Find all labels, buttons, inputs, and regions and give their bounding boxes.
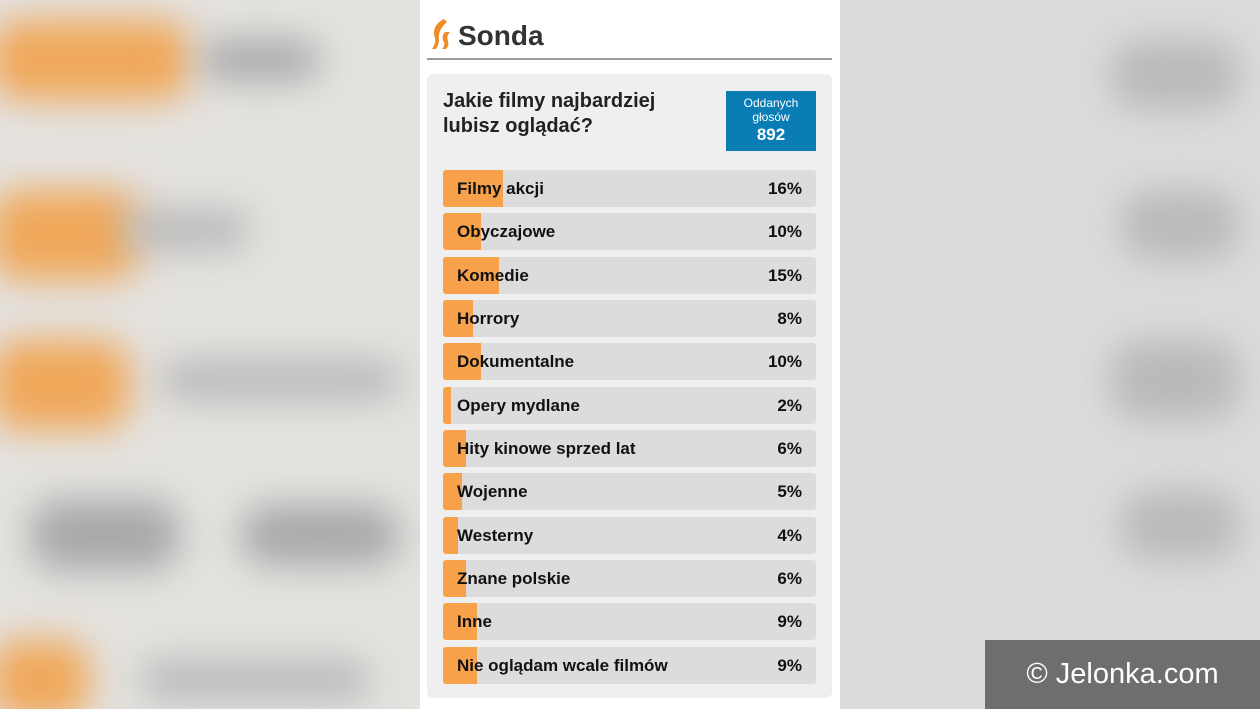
option-label: Hity kinowe sprzed lat	[457, 439, 636, 458]
option-fill-bar	[443, 647, 477, 684]
option-percent: 5%	[777, 482, 802, 501]
option-label: Opery mydlane	[457, 396, 580, 415]
option-label: Inne	[457, 612, 492, 631]
option-fill-bar	[443, 430, 466, 467]
option-percent: 15%	[767, 266, 802, 285]
option-percent: 6%	[777, 439, 802, 458]
poll-option[interactable]: Znane polskie 6%	[443, 560, 816, 597]
option-fill-bar	[443, 517, 458, 554]
option-fill-bar	[443, 343, 481, 380]
option-label: Filmy akcji	[457, 179, 544, 198]
poll-option[interactable]: Komedie 15%	[443, 257, 816, 294]
poll-option[interactable]: Westerny 4%	[443, 517, 816, 554]
poll-option[interactable]: Nie oglądam wcale filmów 9%	[443, 647, 816, 684]
option-label: Obyczajowe	[457, 222, 556, 241]
option-percent: 8%	[777, 309, 802, 328]
option-percent: 9%	[777, 612, 802, 631]
section-header: Sonda	[427, 14, 832, 60]
poll-question: Jakie filmy najbardziej lubisz oglądać?	[443, 90, 656, 137]
option-label: Nie oglądam wcale filmów	[457, 656, 668, 675]
option-fill-bar	[443, 603, 477, 640]
option-percent: 9%	[777, 656, 802, 675]
option-percent: 2%	[777, 396, 802, 415]
section-title: Sonda	[458, 20, 544, 51]
flame-logo-icon	[432, 19, 450, 49]
option-fill-bar	[443, 213, 481, 250]
watermark: © Jelonka.com	[985, 640, 1260, 709]
option-label: Dokumentalne	[457, 352, 575, 371]
poll-option[interactable]: Opery mydlane 2%	[443, 387, 816, 424]
poll-option[interactable]: Inne 9%	[443, 603, 816, 640]
option-label: Znane polskie	[457, 569, 571, 588]
option-label: Wojenne	[457, 482, 528, 501]
option-fill-bar	[443, 257, 499, 294]
option-fill-bar	[443, 387, 451, 424]
poll-panel: Sonda Jakie filmy najbardziej lubisz ogl…	[420, 0, 840, 709]
votes-label: Oddanych głosów	[743, 96, 799, 124]
option-percent: 10%	[767, 352, 802, 371]
background-right	[840, 0, 1260, 709]
poll-option[interactable]: Dokumentalne 10%	[443, 343, 816, 380]
option-fill-bar	[443, 560, 466, 597]
votes-badge: Oddanych głosów 892	[726, 91, 816, 151]
background-left	[0, 0, 420, 709]
option-percent: 4%	[777, 526, 802, 545]
option-percent: 16%	[767, 179, 802, 198]
option-fill-bar	[443, 170, 503, 207]
option-fill-bar	[443, 473, 462, 510]
option-label: Horrory	[457, 309, 520, 328]
poll-option[interactable]: Filmy akcji 16%	[443, 170, 816, 207]
votes-count: 892	[756, 125, 786, 144]
poll-card: Jakie filmy najbardziej lubisz oglądać? …	[427, 74, 832, 698]
option-label: Komedie	[457, 266, 529, 285]
poll-option[interactable]: Wojenne 5%	[443, 473, 816, 510]
poll-option[interactable]: Hity kinowe sprzed lat 6%	[443, 430, 816, 467]
option-percent: 6%	[777, 569, 802, 588]
poll-option[interactable]: Obyczajowe 10%	[443, 213, 816, 250]
option-percent: 10%	[767, 222, 802, 241]
option-fill-bar	[443, 300, 473, 337]
poll-option[interactable]: Horrory 8%	[443, 300, 816, 337]
option-label: Westerny	[457, 526, 534, 545]
